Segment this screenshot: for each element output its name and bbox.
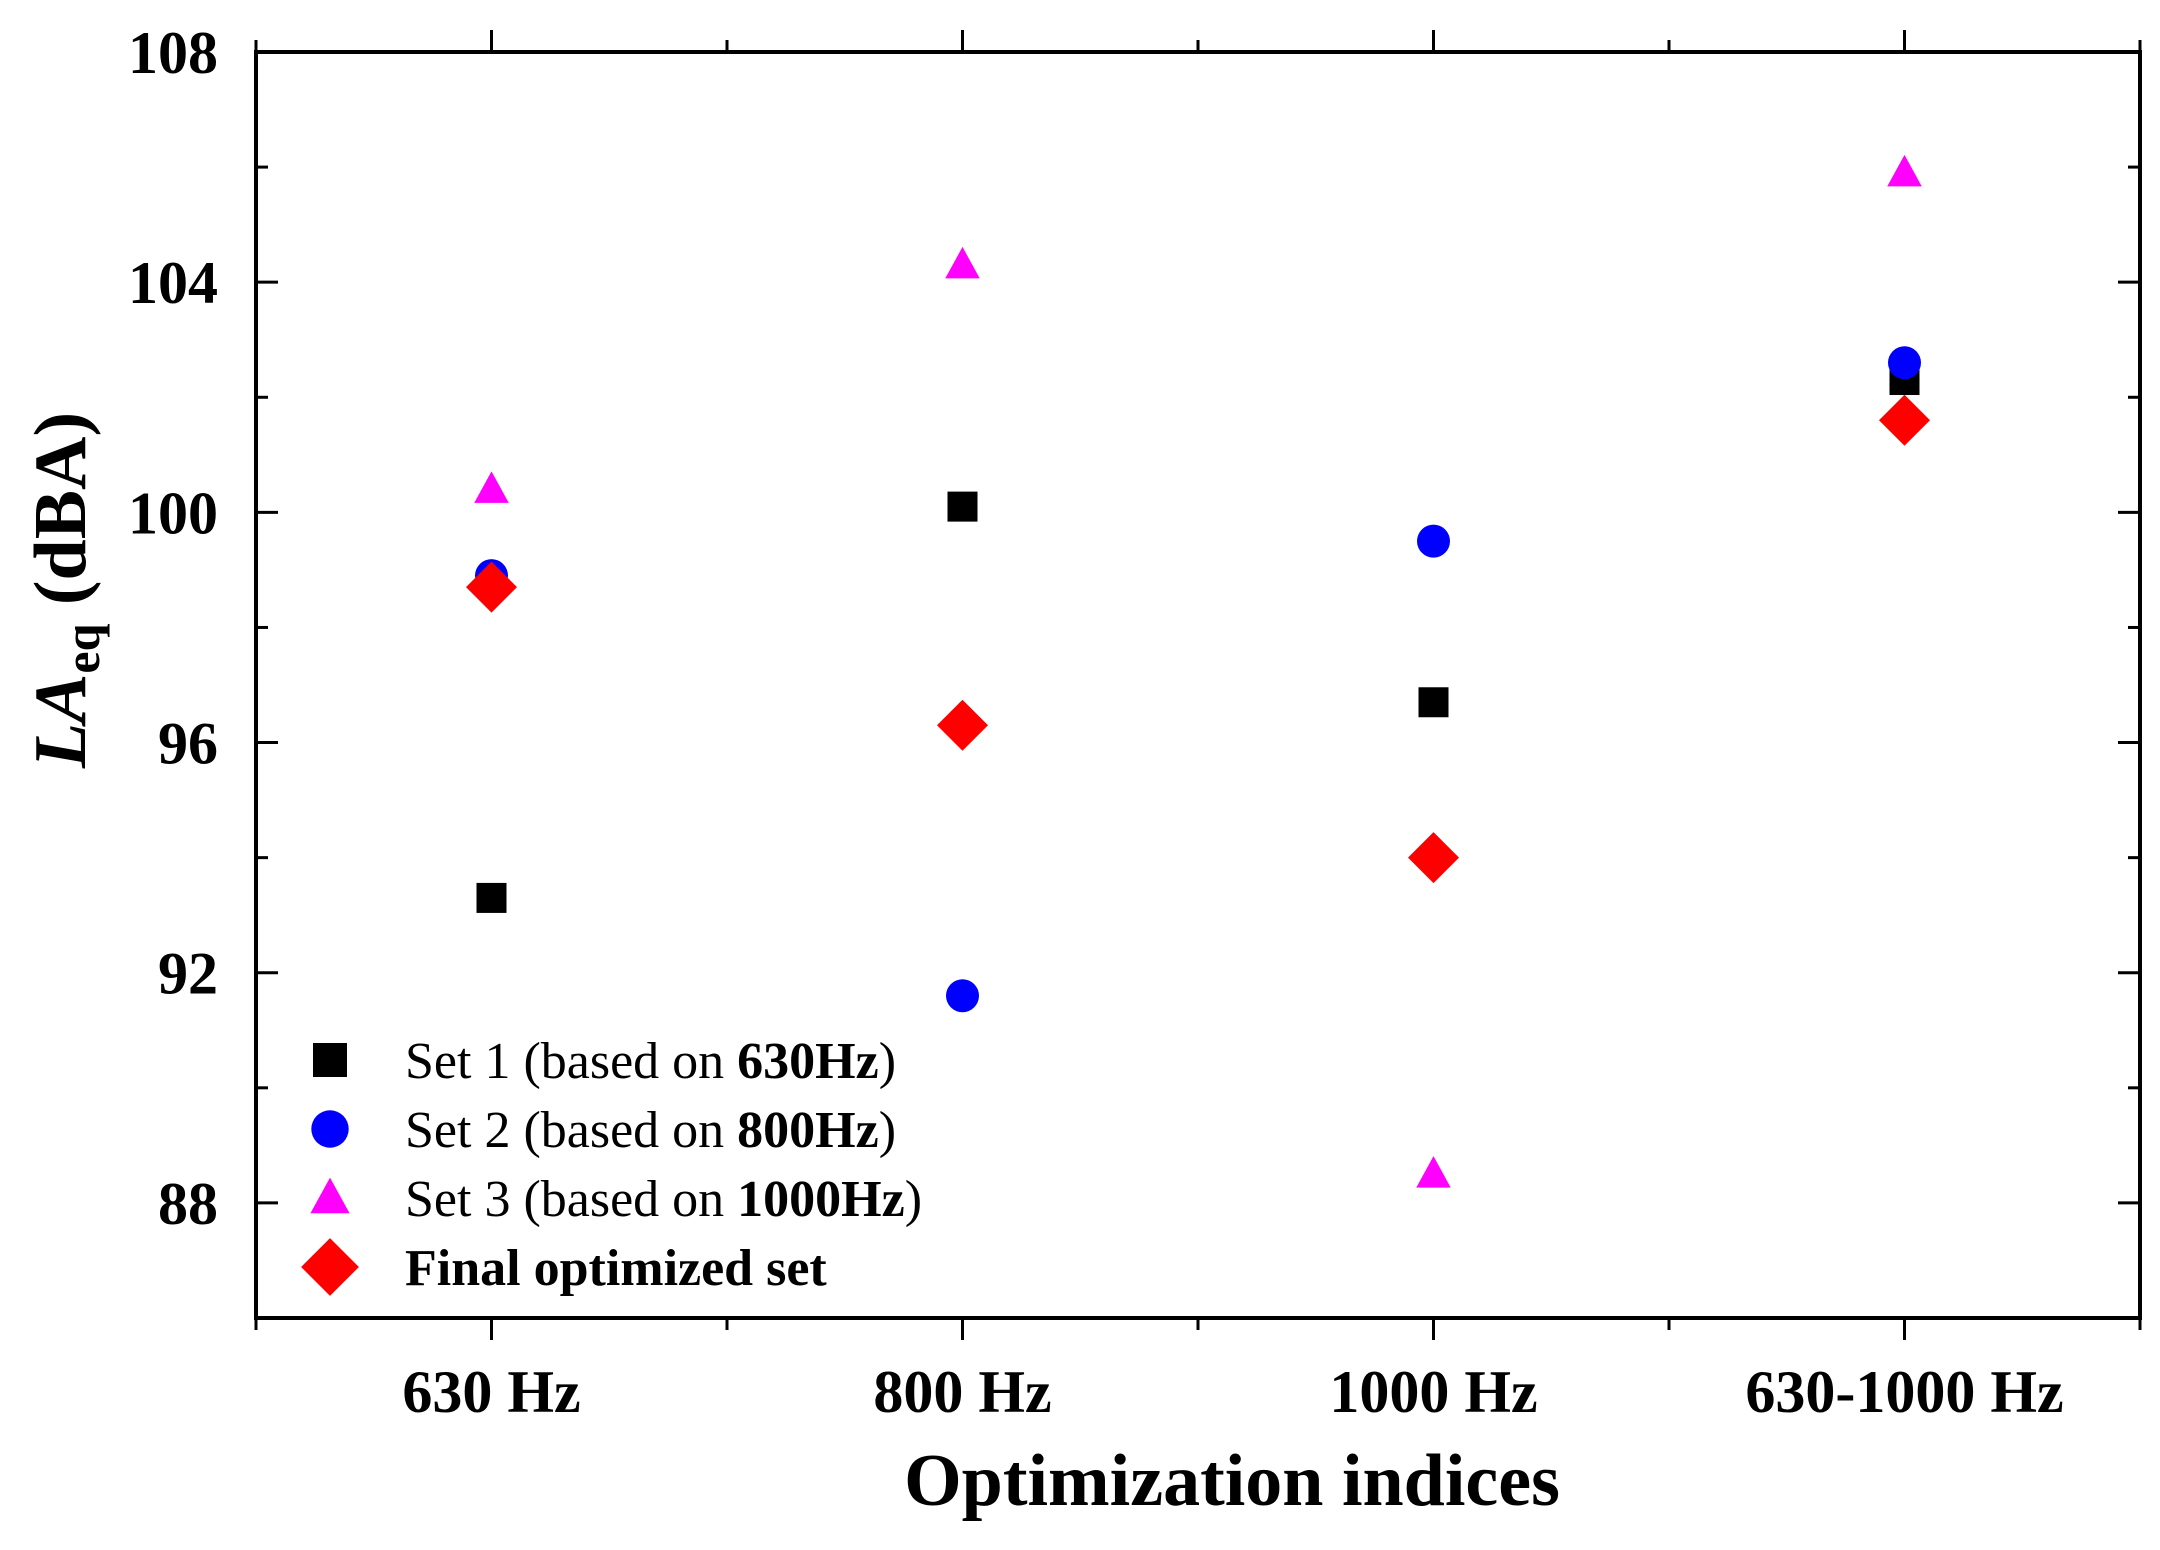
data-point (945, 246, 980, 279)
legend-marker (301, 1238, 359, 1296)
y-tick-label: 96 (158, 711, 218, 777)
data-point (1888, 346, 1921, 380)
data-points (466, 154, 1930, 1188)
legend-label: Set 3 (based on 1000Hz) (405, 1171, 922, 1228)
x-tick-label: 800 Hz (873, 1359, 1051, 1425)
y-axis: 88 92 96 100 104 108 (128, 20, 2140, 1320)
data-point (474, 471, 509, 503)
legend-label-prefix: Set 3 (based on (405, 1171, 737, 1228)
y-tick-label: 100 (128, 480, 218, 546)
legend-marker (313, 1043, 347, 1077)
legend-label: Final optimized set (405, 1240, 827, 1297)
series-1 (476, 365, 1920, 913)
legend-label: Set 2 (based on 800Hz) (405, 1102, 896, 1159)
data-point (1418, 687, 1449, 718)
legend-label-suffix: ) (879, 1033, 896, 1090)
y-tick-label: 92 (158, 941, 218, 1007)
y-axis-title-italic: LA (20, 674, 102, 770)
legend-label-suffix: ) (879, 1102, 896, 1159)
data-point (1887, 154, 1922, 187)
legend-label-prefix: Set 1 (based on (405, 1033, 737, 1090)
x-tick-label: 630-1000 Hz (1745, 1359, 2063, 1425)
data-point (1417, 524, 1450, 558)
legend-label-bold: 1000Hz (737, 1171, 905, 1228)
legend-label-bold: Final optimized set (405, 1240, 827, 1297)
y-axis-title-unit: (dBA) (20, 412, 102, 624)
y-tick-label: 108 (128, 20, 218, 86)
legend-label: Set 1 (based on 630Hz) (405, 1033, 896, 1090)
legend-label-bold: 800Hz (737, 1102, 879, 1159)
data-point (1879, 394, 1930, 446)
series-3 (474, 154, 1922, 1188)
x-tick-label: 1000 Hz (1329, 1359, 1537, 1425)
x-axis: 630 Hz 800 Hz 1000 Hz 630-1000 Hz (254, 30, 2142, 1425)
series-4 (466, 394, 1930, 884)
legend-label-suffix: ) (905, 1171, 922, 1228)
legend-marker (311, 1110, 349, 1148)
data-point (1416, 1156, 1451, 1188)
legend-label-prefix: Set 2 (based on (405, 1102, 737, 1159)
y-tick-label: 88 (158, 1171, 218, 1237)
x-axis-title: Optimization indices (904, 1440, 1560, 1522)
data-point (476, 882, 507, 913)
legend-label-bold: 630Hz (737, 1033, 879, 1090)
legend-marker (310, 1177, 350, 1214)
series-2 (475, 346, 1921, 1013)
data-point (937, 699, 988, 751)
y-tick-label: 104 (128, 250, 218, 316)
data-point (1408, 832, 1459, 884)
legend: Set 1 (based on 630Hz)Set 2 (based on 80… (301, 1033, 922, 1297)
y-axis-title: LAeq (dBA) (20, 412, 110, 769)
data-point (466, 561, 517, 613)
y-axis-title-subscript: eq (54, 623, 110, 673)
data-point (946, 979, 979, 1013)
x-tick-label: 630 Hz (402, 1359, 580, 1425)
data-point (947, 491, 978, 522)
